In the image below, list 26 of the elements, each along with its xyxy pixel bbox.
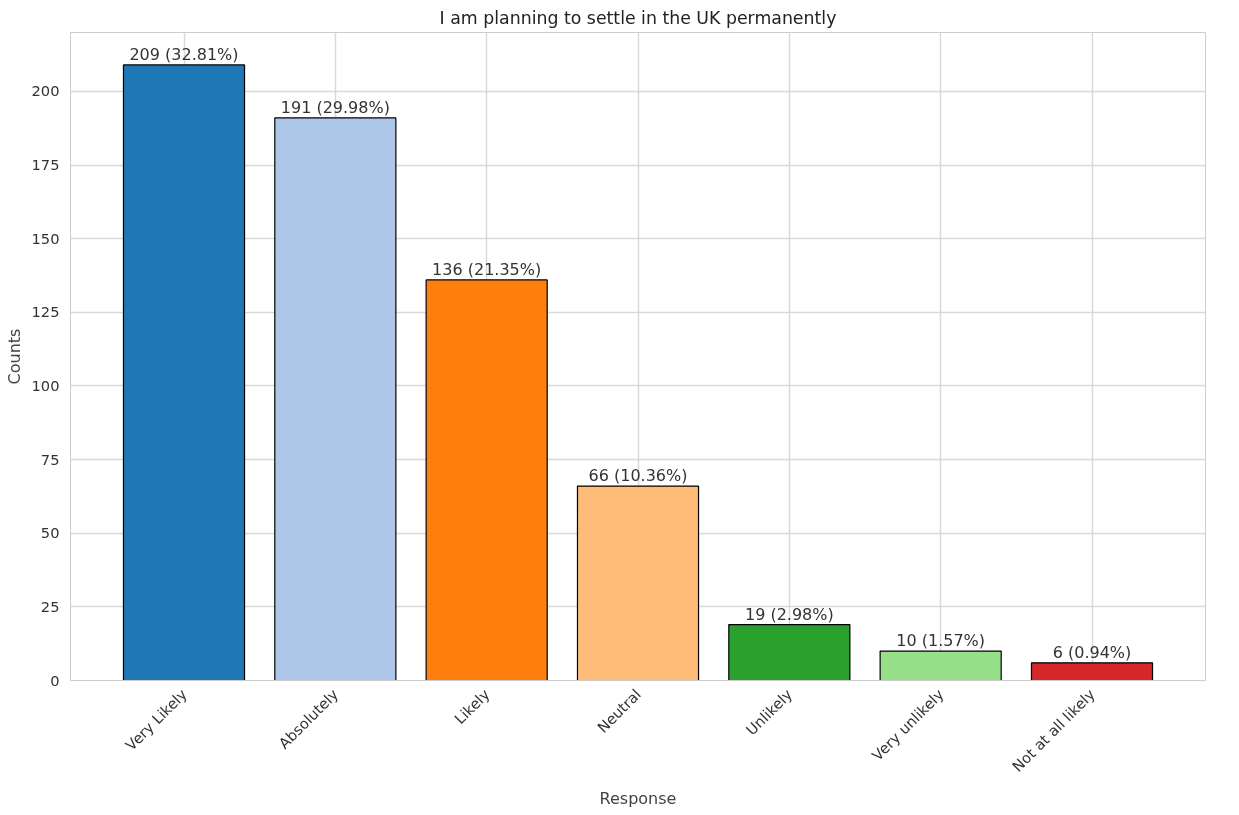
x-axis-title: Response [599,788,677,808]
bar [728,623,851,681]
y-tick-label: 0 [50,671,60,689]
y-tick-label: 25 [40,597,60,615]
y-tick-label: 150 [31,229,60,247]
y-tick-label: 75 [40,450,60,468]
data-label: 6 (0.94%) [1052,642,1132,662]
data-label: 191 (29.98%) [280,97,390,117]
y-tick-label: 175 [31,156,60,174]
y-axis-title: Counts [4,328,24,385]
data-label: 136 (21.35%) [432,259,542,279]
bar [122,64,246,681]
bar [1030,662,1154,681]
y-tick-label: 200 [31,82,60,100]
bar [879,650,1002,681]
data-label: 10 (1.57%) [896,631,986,651]
bar [576,485,700,681]
data-label: 19 (2.98%) [744,604,834,624]
data-label: 66 (10.36%) [588,466,688,486]
bar [425,279,548,681]
y-tick-label: 50 [40,524,60,542]
chart-title: I am planning to settle in the UK permanently [439,7,837,28]
y-tick-label: 125 [31,303,60,321]
data-label: 209 (32.81%) [129,44,239,64]
y-tick-label: 100 [31,376,60,394]
bar [274,117,397,681]
